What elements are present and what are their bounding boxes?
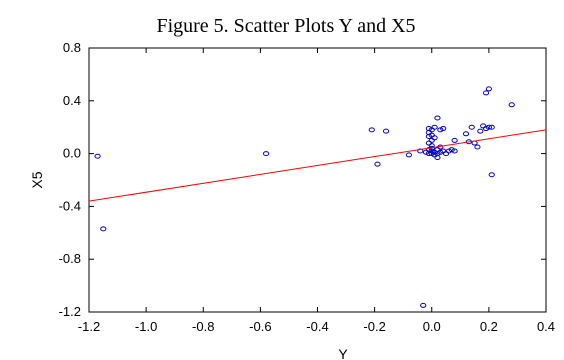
data-point <box>262 151 270 157</box>
x-tick-label: -0.4 <box>306 319 328 334</box>
y-axis-ticks: -1.2 -0.8 -0.4 0.0 0.4 0.8 <box>59 40 546 319</box>
y-tick-label: -0.4 <box>59 198 81 213</box>
data-point <box>442 151 450 157</box>
data-point <box>462 131 470 137</box>
data-points <box>94 86 515 308</box>
data-point <box>434 147 441 153</box>
data-point <box>382 128 390 134</box>
data-point <box>431 135 438 141</box>
data-point <box>440 126 447 132</box>
data-point <box>488 172 495 178</box>
x-tick-label: 0.0 <box>423 319 441 334</box>
regression-line <box>88 129 547 202</box>
chart-title: Figure 5. Scatter Plots Y and X5 <box>156 15 415 37</box>
data-point <box>431 124 438 130</box>
data-point <box>468 124 475 130</box>
data-point <box>474 144 481 150</box>
data-point <box>100 226 107 232</box>
x-tick-label: 0.2 <box>480 319 498 334</box>
x-tick-label: 0.4 <box>537 319 555 334</box>
x-tick-label: -0.6 <box>249 319 271 334</box>
data-point <box>94 153 101 159</box>
x-tick-label: -0.2 <box>363 319 385 334</box>
data-point <box>374 161 381 167</box>
x-tick-label: -1.0 <box>135 319 157 334</box>
data-point <box>477 128 484 134</box>
data-point <box>488 124 495 130</box>
data-point <box>485 124 492 130</box>
data-point <box>434 115 441 121</box>
data-point <box>425 129 432 135</box>
data-point <box>485 86 492 92</box>
y-tick-label: -0.8 <box>59 251 81 266</box>
x-tick-label: -0.8 <box>192 319 214 334</box>
x-axis-ticks: -1.2 -1.0 -0.8 -0.6 -0.4 -0.2 0.0 0.2 0.4 <box>78 48 555 334</box>
data-point <box>480 123 487 129</box>
data-point <box>428 137 435 143</box>
data-point <box>405 152 412 158</box>
x-tick-label: -1.2 <box>78 319 100 334</box>
y-tick-label: -1.2 <box>59 304 81 319</box>
data-point <box>425 140 432 146</box>
data-point <box>482 90 490 96</box>
data-point <box>434 155 441 161</box>
plot-frame <box>88 47 547 313</box>
y-tick-label: 0.4 <box>63 93 81 108</box>
y-tick-label: 0.8 <box>63 40 81 55</box>
data-point <box>420 302 427 308</box>
y-axis-label: X5 <box>29 171 45 188</box>
y-tick-label: 0.0 <box>63 146 81 161</box>
data-point <box>508 102 515 108</box>
data-point <box>368 127 375 133</box>
data-point <box>451 148 458 154</box>
x-axis-label: Y <box>338 346 348 360</box>
data-point <box>451 137 458 143</box>
